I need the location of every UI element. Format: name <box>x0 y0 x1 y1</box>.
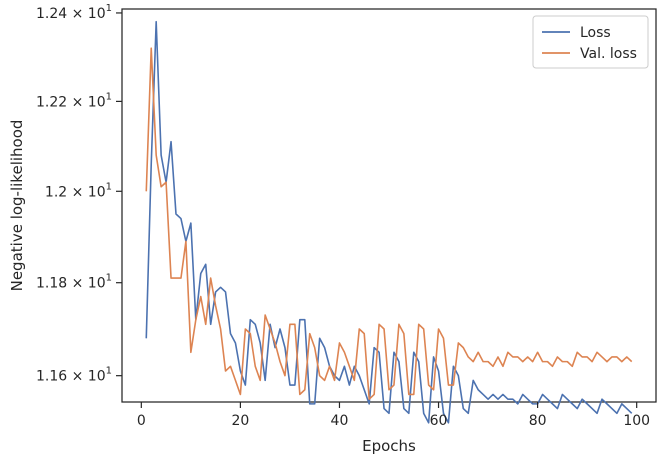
legend: Loss Val. loss <box>532 15 649 69</box>
legend-label: Val. loss <box>580 46 637 62</box>
y-tick-label: 1.2 × 101 <box>45 181 112 200</box>
x-tick-label: 60 <box>430 413 448 429</box>
y-tick-label: 1.16 × 101 <box>36 366 112 385</box>
x-axis-ticks: 0 20 40 60 80 100 <box>137 402 650 429</box>
y-axis-ticks: 1.16 × 101 1.18 × 101 1.2 × 101 1.22 × 101 1… <box>36 3 122 385</box>
x-tick-label: 20 <box>231 413 249 429</box>
legend-box <box>532 15 649 69</box>
x-tick-label: 100 <box>623 413 650 429</box>
y-tick-label: 1.24 × 101 <box>36 3 112 22</box>
x-tick-label: 80 <box>529 413 547 429</box>
series-line-loss <box>145 20 633 424</box>
x-tick-label: 40 <box>331 413 349 429</box>
x-tick-label: 0 <box>137 413 146 429</box>
y-tick-label: 1.22 × 101 <box>36 91 112 110</box>
y-tick-label: 1.18 × 101 <box>36 273 112 292</box>
plot-area <box>121 8 657 403</box>
y-axis-label: Negative log-likelihood <box>8 120 26 292</box>
x-axis-label: Epochs <box>362 437 416 455</box>
legend-label: Loss <box>580 25 611 41</box>
series-layer <box>145 20 633 424</box>
plot-frame <box>121 8 657 403</box>
series-line-val-loss <box>145 47 633 400</box>
